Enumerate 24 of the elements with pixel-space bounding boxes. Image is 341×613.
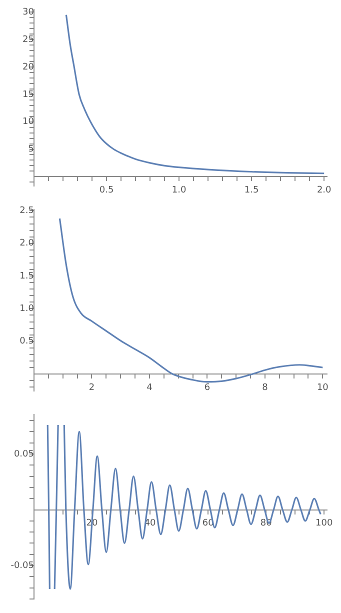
y-tick-label: 25 [22,34,34,45]
x-tick-label: 2 [88,382,95,393]
x-tick-label: 10 [316,382,329,393]
y-tick-label: 0.05 [14,449,34,460]
y-tick-label: 0.5 [20,336,34,347]
line-series [58,218,324,383]
y-tick-label: 1.0 [20,304,34,314]
x-tick-label: 8 [262,382,268,393]
y-tick-label: -0.05 [10,560,34,571]
x-tick-label: 6 [204,382,210,393]
x-tick-label: 100 [316,518,333,529]
y-tick-label: 10 [22,117,34,128]
y-tick-label: 20 [22,62,34,72]
x-tick-label: 1.0 [172,185,186,196]
y-tick-label: 15 [22,90,34,100]
y-tick-label: 2.5 [20,206,34,216]
x-tick-label: 4 [146,382,153,393]
y-tick-label: 30 [22,7,34,18]
x-tick-label: 0.5 [99,185,114,196]
x-tick-label: 1.5 [244,185,259,196]
x-tick-label: 2.0 [316,185,332,196]
y-tick-label: 1.5 [20,271,34,282]
line-series [65,14,325,174]
y-tick-label: 2.0 [20,238,34,249]
